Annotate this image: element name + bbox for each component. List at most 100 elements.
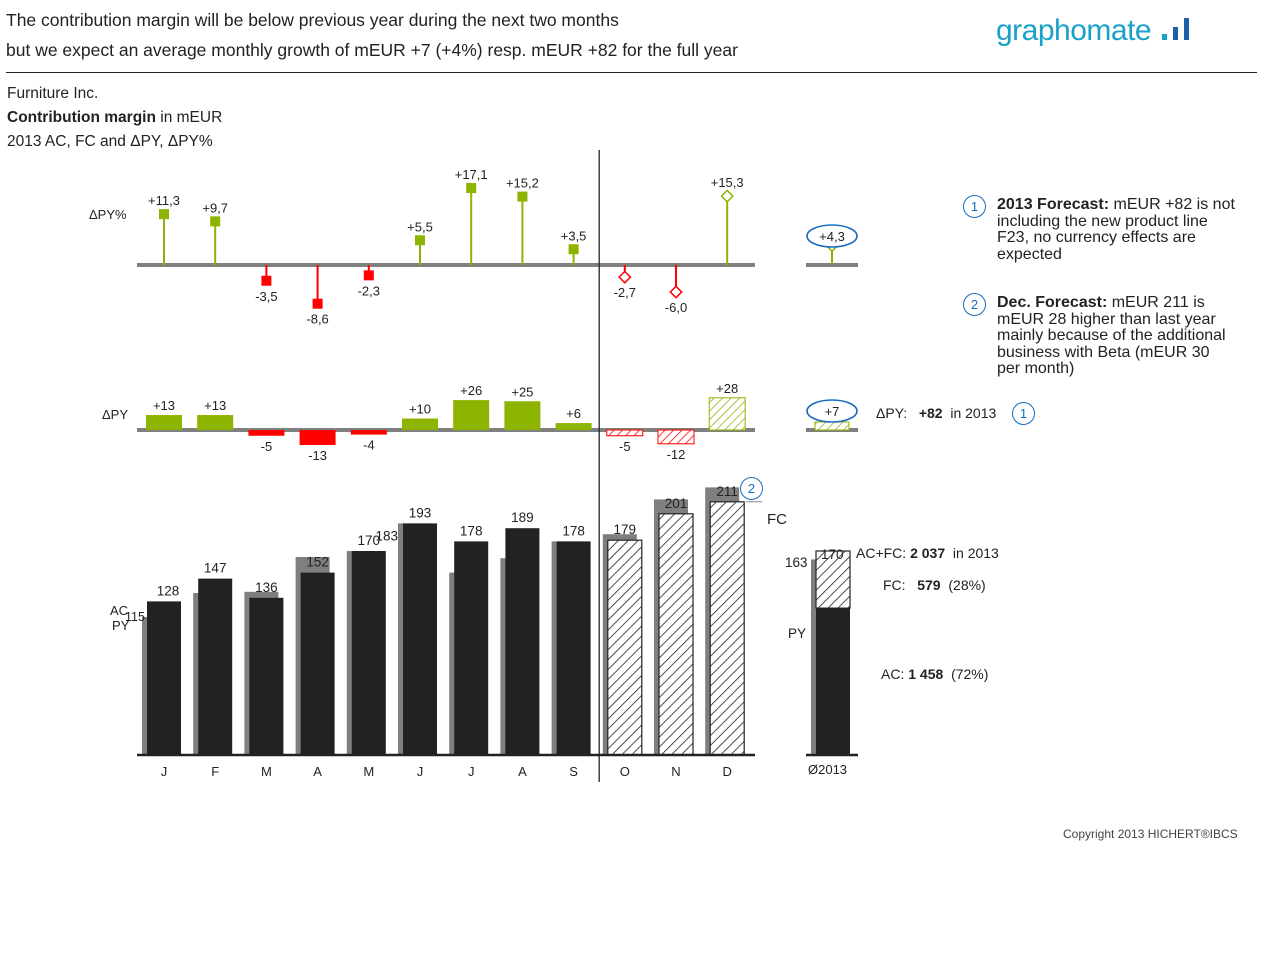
category-label: N bbox=[671, 764, 680, 779]
delta-label: -5 bbox=[261, 439, 273, 454]
total-ac-pct: (72%) bbox=[951, 666, 989, 682]
ac-bar bbox=[351, 551, 386, 755]
delta-bar bbox=[606, 429, 644, 437]
bar-value-label: 170 bbox=[358, 533, 381, 548]
delta-pct-marker bbox=[720, 189, 734, 203]
delta-pct-label: -3,5 bbox=[255, 289, 277, 304]
scenario-line: 2013 AC, FC and ΔPY, ΔPY% bbox=[7, 133, 213, 150]
avg-ac-bar bbox=[816, 608, 850, 755]
delta-label: +13 bbox=[204, 398, 226, 413]
delta-bar bbox=[504, 401, 541, 430]
note-2-number: 2 bbox=[963, 293, 986, 316]
main-bar-panel: 128 J 147 F 136 M 152 A 170 M 193 J 178 J 189 A 178 S 179 O… bbox=[137, 150, 763, 782]
delta-axis-label: ΔPY bbox=[102, 407, 129, 422]
delta-pct-marker bbox=[363, 270, 374, 281]
delta-pct-marker bbox=[210, 216, 221, 227]
note-2-title: Dec. Forecast: bbox=[997, 294, 1108, 311]
category-label: S bbox=[569, 764, 578, 779]
measure-name: Contribution margin bbox=[7, 109, 156, 126]
delta-bar bbox=[299, 430, 336, 445]
bar-value-label: 147 bbox=[204, 561, 227, 576]
avg-delta-pct-ellipse bbox=[806, 224, 858, 248]
note-1-title: 2013 Forecast: bbox=[997, 196, 1110, 213]
total-dpy-value: +82 bbox=[918, 405, 943, 421]
delta-pct-label: +11,3 bbox=[148, 193, 180, 208]
fc-bar bbox=[709, 501, 745, 756]
category-label: J bbox=[161, 764, 168, 779]
delta-bar bbox=[197, 415, 234, 430]
delta-label: -12 bbox=[667, 447, 686, 462]
delta-label: -13 bbox=[308, 448, 327, 463]
total-ac: AC: 1 458 (72%) bbox=[881, 666, 988, 682]
delta-label: +25 bbox=[511, 384, 533, 399]
bar-value-label: 189 bbox=[511, 510, 534, 525]
headline-line-2: but we expect an average monthly growth … bbox=[6, 40, 738, 60]
ac-bar bbox=[300, 572, 335, 755]
headline-line-1: The contribution margin will be below pr… bbox=[6, 10, 619, 30]
delta-pct-label: -2,7 bbox=[614, 285, 636, 300]
ac-bar bbox=[198, 578, 233, 755]
delta-pct-marker bbox=[517, 191, 528, 202]
delta-pct-marker bbox=[261, 275, 272, 286]
delta-label: +28 bbox=[716, 381, 738, 396]
avg-delta-bar bbox=[814, 421, 850, 431]
header-divider bbox=[6, 72, 1257, 73]
avg-acfc-value: 170 bbox=[821, 547, 844, 562]
delta-pct-label: +17,1 bbox=[455, 167, 488, 182]
delta-bar bbox=[248, 430, 285, 436]
note-1: 2013 Forecast: mEUR +82 is not including… bbox=[997, 196, 1237, 263]
category-label: F bbox=[211, 764, 219, 779]
delta-pct-label: -8,6 bbox=[306, 312, 328, 327]
logo-text: graphomate bbox=[996, 14, 1152, 47]
bar-value-label: 193 bbox=[409, 505, 432, 520]
total-fc-label: FC: bbox=[883, 577, 906, 593]
total-acfc-value: 2 037 bbox=[910, 545, 946, 561]
delta-bar bbox=[453, 400, 490, 430]
ac-bar bbox=[403, 523, 437, 755]
avg-delta-ellipse bbox=[806, 399, 858, 423]
ac-axis-label: AC bbox=[110, 603, 129, 618]
avg-py-text: PY bbox=[788, 626, 807, 641]
fc-axis-label: FC bbox=[767, 511, 787, 528]
ac-bar bbox=[556, 541, 591, 755]
delta-label: +13 bbox=[153, 398, 175, 413]
total-acfc-suffix: in 2013 bbox=[952, 545, 999, 561]
total-fc: FC: 579 (28%) bbox=[883, 577, 986, 593]
company-name: Furniture Inc. bbox=[7, 85, 99, 102]
delta-pct-marker bbox=[159, 209, 169, 220]
total-acfc: AC+FC: 2 037 in 2013 bbox=[856, 545, 999, 561]
avg-fc-bar bbox=[815, 550, 851, 609]
bar-value-label: 179 bbox=[614, 522, 637, 537]
fc-bar bbox=[607, 539, 643, 756]
category-label: D bbox=[723, 764, 732, 779]
delta-pct-panel: +11,3 +9,7 -3,5 -8,6 -2,3 +5,5 +17,1 +15,2 +3,5 -… bbox=[137, 167, 755, 327]
copyright: Copyright 2013 HICHERT®IBCS bbox=[1063, 827, 1238, 841]
total-fc-pct: (28%) bbox=[948, 577, 986, 593]
delta-pct-axis-label: ΔPY% bbox=[89, 207, 127, 222]
category-label: A bbox=[518, 764, 527, 779]
avg-delta-label: +7 bbox=[825, 404, 840, 419]
total-dpy-label: ΔPY: bbox=[876, 405, 908, 421]
delta-bar bbox=[657, 429, 695, 445]
delta-label: -5 bbox=[619, 439, 631, 454]
note-1-number: 1 bbox=[963, 195, 986, 218]
delta-pct-marker bbox=[466, 183, 477, 194]
bar-value-label: 178 bbox=[562, 523, 585, 538]
delta-label: +6 bbox=[566, 406, 581, 421]
category-label: M bbox=[261, 764, 272, 779]
delta-bar bbox=[555, 423, 592, 430]
total-acfc-label: AC+FC: bbox=[856, 545, 907, 561]
avg-category-label: Ø2013 bbox=[808, 762, 848, 777]
average-panel: +4,3 +7 bbox=[806, 224, 858, 757]
delta-pct-label: +15,2 bbox=[506, 176, 539, 191]
delta-label: +26 bbox=[460, 383, 482, 398]
bar-value-label: 128 bbox=[157, 583, 180, 598]
category-label: A bbox=[313, 764, 322, 779]
ac-bar bbox=[505, 528, 540, 755]
delta-pct-marker bbox=[312, 298, 323, 309]
delta-label: -4 bbox=[363, 438, 375, 453]
note-1-text-first: mEUR +82 bbox=[1113, 196, 1193, 213]
delta-pct-label: -2,3 bbox=[358, 283, 380, 298]
total-ac-label: AC: bbox=[881, 666, 905, 682]
